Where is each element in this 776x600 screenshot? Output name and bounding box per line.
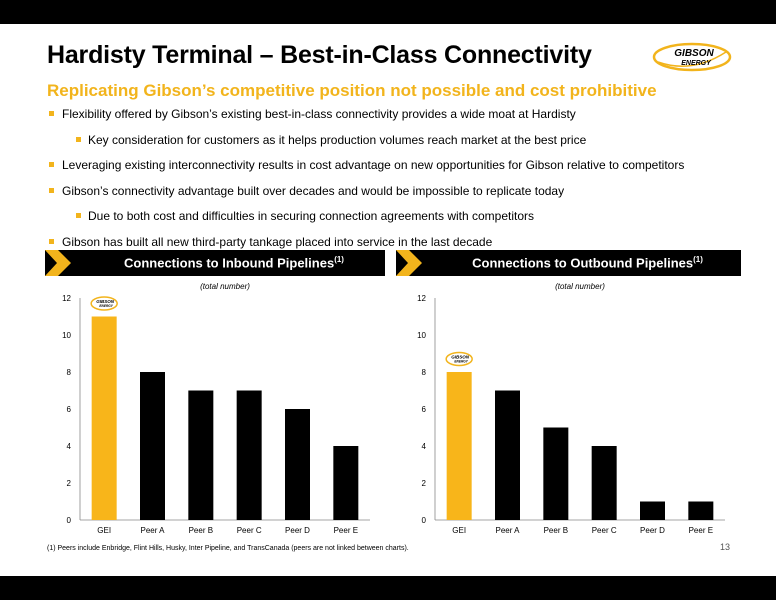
badge-text-2: ENERGY: [99, 304, 113, 308]
x-category-label: Peer E: [689, 526, 713, 535]
bullet-text: Flexibility offered by Gibson’s existing…: [62, 107, 576, 121]
outbound-connections-chart: (total number) 0 2 4 6 8 10 12 GEI GIBSON ENERGY Pe…: [400, 279, 730, 544]
logo-text-2: ENERGY: [681, 60, 712, 67]
y-tick-label: 10: [417, 331, 426, 340]
page-number: 13: [720, 542, 731, 552]
bar-gei: [91, 316, 117, 520]
bar-peer-a: [495, 390, 520, 520]
badge-text-1: GIBSON: [96, 299, 115, 304]
bar-peer-b: [188, 390, 214, 520]
slide-title: Hardisty Terminal – Best-in-Class Connec…: [47, 41, 592, 69]
bullet-item: Leveraging existing interconnectivity re…: [47, 157, 762, 183]
logo-text-1: GIBSON: [674, 48, 714, 59]
y-tick-label: 2: [67, 479, 72, 488]
x-category-label: Peer B: [544, 526, 568, 535]
outbound-chart-header: Connections to Outbound Pipelines(1): [396, 250, 741, 276]
y-tick-label: 12: [417, 294, 426, 303]
bullet-marker-icon: [76, 213, 81, 218]
x-category-label: GEI: [97, 526, 111, 535]
bullet-item: Gibson’s connectivity advantage built ov…: [47, 183, 762, 209]
x-category-label: Peer D: [640, 526, 665, 535]
bullet-list: Flexibility offered by Gibson’s existing…: [47, 106, 762, 259]
bullet-marker-icon: [49, 111, 54, 116]
y-tick-label: 10: [62, 331, 71, 340]
x-category-label: Peer E: [334, 526, 358, 535]
y-tick-label: 6: [422, 405, 427, 414]
x-category-label: Peer C: [237, 526, 262, 535]
sub-bullet-item: Key consideration for customers as it he…: [47, 132, 762, 158]
bullet-text: Key consideration for customers as it he…: [88, 132, 587, 147]
bar-gei: [446, 372, 472, 520]
bar-peer-c: [591, 446, 617, 520]
bullet-text: Leveraging existing interconnectivity re…: [62, 158, 685, 172]
outbound-chart-title-footnote-ref: (1): [693, 255, 703, 264]
bullet-text: Due to both cost and difficulties in sec…: [88, 209, 535, 223]
y-tick-label: 0: [422, 516, 427, 525]
sub-bullet-item: Due to both cost and difficulties in sec…: [47, 208, 762, 234]
x-category-label: Peer B: [189, 526, 213, 535]
badge-text-1: GIBSON: [451, 355, 470, 360]
outbound-chart-title: Connections to Outbound Pipelines: [472, 255, 694, 271]
chart-subtitle: (total number): [200, 282, 250, 291]
bullet-marker-icon: [49, 238, 54, 244]
x-category-label: Peer A: [140, 526, 165, 535]
bullet-marker-icon: [49, 162, 54, 167]
bar-peer-b: [543, 427, 569, 520]
bar-peer-d: [285, 409, 310, 520]
inbound-chart-header: Connections to Inbound Pipelines(1): [45, 250, 385, 276]
inbound-connections-chart: (total number) 0 2 4 6 8 10 12 GEI GIBSON ENERGY Pe…: [45, 279, 375, 544]
bar-peer-a: [140, 372, 165, 520]
bar-peer-e: [333, 446, 359, 520]
x-category-label: Peer A: [495, 526, 520, 535]
bullet-text: Gibson’s connectivity advantage built ov…: [62, 183, 565, 198]
slide-subtitle: Replicating Gibson’s competitive positio…: [47, 81, 657, 100]
y-tick-label: 0: [67, 516, 72, 525]
bullet-text: Gibson has built all new third-party tan…: [62, 234, 493, 249]
y-tick-label: 2: [422, 479, 427, 488]
y-tick-label: 8: [67, 368, 72, 377]
x-category-label: Peer C: [592, 526, 617, 535]
y-tick-label: 8: [422, 368, 427, 377]
gibson-energy-logo: GIBSON ENERGY: [652, 42, 732, 72]
inbound-chart-title: Connections to Inbound Pipelines: [124, 255, 335, 271]
bullet-marker-icon: [76, 136, 81, 142]
y-tick-label: 6: [67, 405, 72, 414]
y-tick-label: 4: [67, 442, 72, 451]
bar-peer-e: [688, 501, 714, 520]
y-tick-label: 4: [422, 442, 427, 451]
bullet-item: Flexibility offered by Gibson’s existing…: [47, 106, 762, 132]
footnote: (1) Peers include Enbridge, Flint Hills,…: [47, 545, 409, 552]
chevron-arrow-icon: [396, 250, 422, 276]
chevron-arrow-icon: [45, 250, 71, 276]
x-category-label: GEI: [452, 526, 466, 535]
bar-peer-d: [640, 501, 665, 520]
chart-subtitle: (total number): [555, 282, 605, 291]
bullet-item: Gibson has built all new third-party tan…: [47, 234, 762, 260]
bar-peer-c: [236, 390, 262, 520]
y-tick-label: 12: [62, 294, 71, 303]
inbound-chart-title-footnote-ref: (1): [334, 255, 344, 264]
badge-text-2: ENERGY: [454, 360, 468, 364]
slide: Hardisty Terminal – Best-in-Class Connec…: [0, 24, 776, 576]
bullet-marker-icon: [49, 187, 54, 193]
x-category-label: Peer D: [285, 526, 310, 535]
